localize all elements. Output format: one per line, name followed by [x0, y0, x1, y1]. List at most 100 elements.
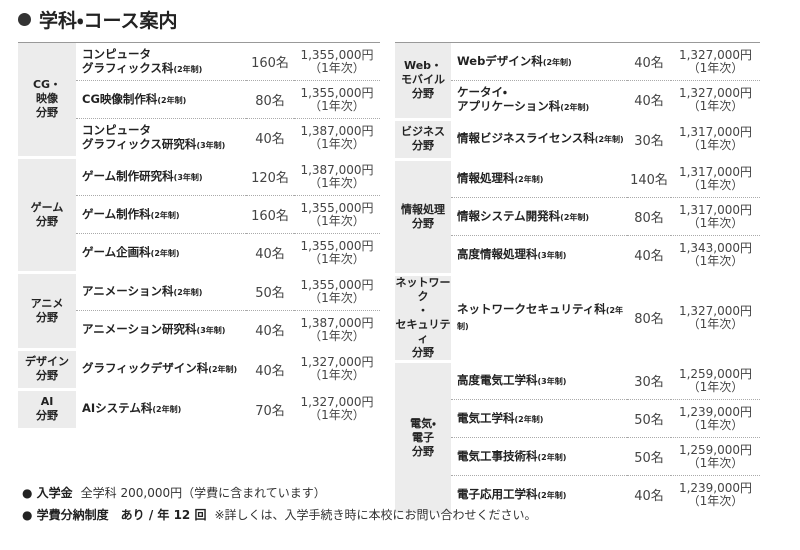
fee-note: （1年次） — [309, 251, 365, 266]
capacity: 40名 — [627, 42, 671, 81]
name-line: ゲーム企画科(2年制) — [82, 244, 180, 259]
duration: (3年制) — [196, 140, 226, 150]
fee: 1,259,000円 — [678, 442, 753, 457]
capacity: 30名 — [627, 119, 671, 160]
course-name: ゲーム制作科(2年制) — [76, 195, 246, 234]
capacity: 50名 — [627, 437, 671, 476]
fee-cell: 1,387,000円 （1年次） — [294, 157, 380, 196]
duration: (2年制) — [150, 248, 180, 258]
course-name: AIシステム科(2年制) — [76, 389, 246, 430]
duration: (2年制) — [173, 64, 203, 74]
field-label: 分野 — [36, 214, 58, 228]
fee-cell: 1,317,000円 （1年次） — [671, 197, 760, 236]
field-cell: AI 分野 — [18, 389, 76, 431]
fee: 1,259,000円 — [678, 366, 753, 381]
course-row: ゲーム 分野 ゲーム制作研究科(3年制) 120名 1,387,000円 （1年次） — [18, 157, 380, 274]
course-name: コンピュータ グラフィックス科(2年制) — [76, 42, 246, 81]
field-label: セキュリティ — [395, 317, 451, 345]
course-row: Web・ モバイル 分野 Webデザイン科(2年制) 40名 1,327,000円 （1年次… — [395, 42, 760, 121]
name-line: コンピュータ — [82, 46, 151, 61]
field-label: CG・ — [32, 78, 62, 92]
duration: (2年制) — [157, 95, 187, 105]
name-line: コンピュータ — [82, 122, 151, 137]
fee: 1,317,000円 — [678, 164, 753, 179]
field-label: 分野 — [412, 139, 434, 152]
field-cell: アニメ 分野 — [18, 272, 76, 351]
fee-note: （1年次） — [309, 408, 365, 422]
course-row: デザイン 分野 グラフィックデザイン科(2年制) 40名 1,327,000円 （1年次） — [18, 349, 380, 391]
name-line: ケータイ・ — [457, 84, 507, 99]
field-label: 分野 — [36, 369, 58, 382]
field-label: モバイル — [401, 73, 445, 87]
name-line: 高度電気工学科(3年制) — [457, 372, 567, 387]
duration: (2年制) — [208, 365, 238, 374]
fee-note: （1年次） — [687, 177, 744, 192]
course-row: 電気・ 電子 分野 高度電気工学科(3年制) 30名 1,259,000円 （1年次） — [395, 361, 760, 516]
duration: (2年制) — [542, 57, 572, 67]
name-line: グラフィックス科(2年制) — [82, 60, 203, 75]
right-table: Web・ モバイル 分野 Webデザイン科(2年制) 40名 1,327,000円 （1年次… — [395, 42, 760, 516]
field-cell: Web・ モバイル 分野 — [395, 42, 451, 121]
fee-cell: 1,317,000円 （1年次） — [671, 119, 760, 160]
name-line: 電気工学科(2年制) — [457, 410, 544, 425]
course-name: アニメーション研究科(3年制) — [76, 310, 246, 350]
course-name: 情報処理科(2年制) — [451, 159, 627, 198]
course-name: ケータイ・ アプリケーション科(2年制) — [451, 80, 627, 120]
course-name: CG映像制作科(2年制) — [76, 80, 246, 119]
course-name: 情報ビジネスライセンス科(2年制) — [451, 119, 627, 160]
course-row: ゲーム企画科(2年制) 40名 1,355,000円 （1年次） — [18, 233, 380, 273]
fee-note: （1年次） — [309, 60, 365, 75]
capacity: 80名 — [627, 274, 671, 362]
fee: 1,327,000円 — [678, 47, 753, 62]
duration: (3年制) — [196, 325, 226, 335]
course-name: Webデザイン科(2年制) — [451, 42, 627, 81]
capacity: 140名 — [627, 159, 671, 198]
course-row: 情報システム開発科(2年制) 80名 1,317,000円 （1年次） — [395, 197, 760, 236]
fee: 1,387,000円 — [300, 123, 374, 138]
duration: (2年制) — [560, 212, 590, 222]
fee-cell: 1,387,000円 （1年次） — [294, 118, 380, 158]
note-label: 学費分納制度 あり / 年 12 回 — [22, 508, 206, 522]
capacity: 160名 — [246, 195, 294, 234]
duration: (2年制) — [150, 210, 180, 220]
fee: 1,239,000円 — [678, 404, 753, 419]
fee-cell: 1,327,000円 （1年次） — [294, 349, 380, 390]
field-label: 分野 — [412, 444, 434, 458]
course-name: グラフィックデザイン科(2年制) — [76, 349, 246, 390]
field-cell: ビジネス 分野 — [395, 119, 451, 161]
course-name: ネットワークセキュリティ科(2年制) — [451, 274, 627, 362]
fee-cell: 1,327,000円 （1年次） — [671, 80, 760, 120]
fee-cell: 1,355,000円 （1年次） — [294, 233, 380, 273]
fee: 1,355,000円 — [300, 238, 374, 253]
course-name: ゲーム制作研究科(3年制) — [76, 157, 246, 196]
fee-cell: 1,355,000円 （1年次） — [294, 42, 380, 81]
fee-note: （1年次） — [687, 215, 744, 230]
field-label: ・ — [417, 303, 429, 317]
capacity: 40名 — [627, 475, 671, 515]
field-label: 分野 — [412, 216, 434, 230]
fee-note: （1年次） — [309, 175, 365, 190]
field-label: アニメ — [30, 296, 64, 310]
capacity: 40名 — [627, 80, 671, 120]
name-line: AIシステム科(2年制) — [82, 401, 182, 415]
course-name: 電子応用工学科(2年制) — [451, 475, 627, 515]
duration: (2年制) — [594, 135, 624, 144]
name-line: アプリケーション科(2年制) — [457, 98, 590, 113]
capacity: 120名 — [246, 157, 294, 196]
course-name: アニメーション科(2年制) — [76, 272, 246, 311]
field-label: 情報処理 — [401, 202, 445, 216]
course-row: 情報処理 分野 情報処理科(2年制) 140名 1,317,000円 （1年次） — [395, 159, 760, 276]
fee-note: （1年次） — [687, 493, 744, 508]
fee-cell: 1,259,000円 （1年次） — [671, 437, 760, 476]
field-label: 分野 — [36, 409, 58, 422]
field-cell: デザイン 分野 — [18, 349, 76, 391]
fee-cell: 1,355,000円 （1年次） — [294, 80, 380, 119]
duration: (2年制) — [457, 305, 624, 331]
name-line: ゲーム制作研究科(3年制) — [82, 168, 203, 183]
fee-note: （1年次） — [687, 98, 744, 113]
duration: (2年制) — [537, 452, 567, 462]
fee-note: （1年次） — [687, 316, 744, 331]
duration: (2年制) — [514, 414, 544, 424]
